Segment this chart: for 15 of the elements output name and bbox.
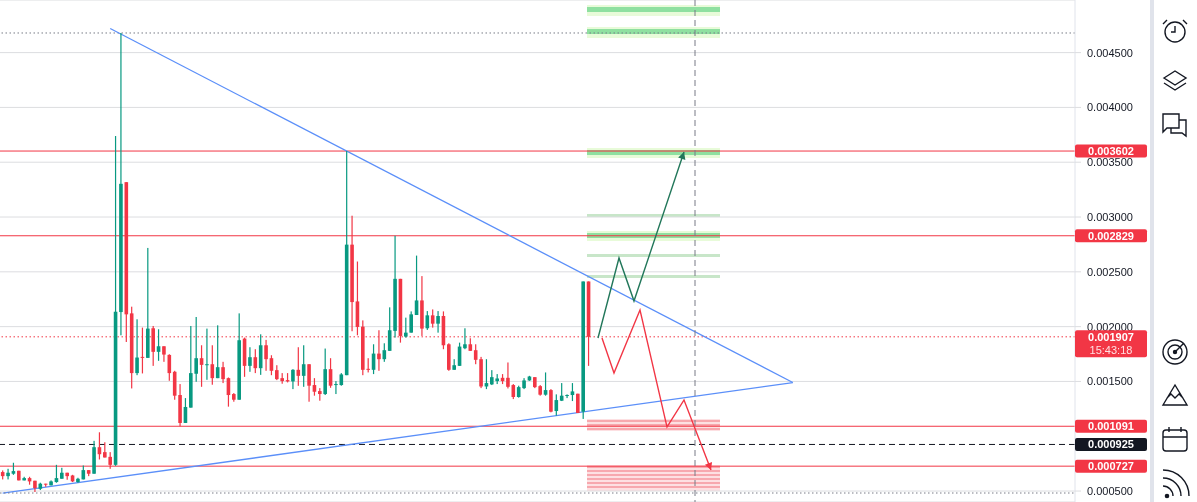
ref-line-label: 0.001091	[1088, 420, 1134, 433]
ref-line-label: 0.000727	[1088, 460, 1134, 473]
ref-line-label: 0.001907	[1088, 330, 1134, 343]
text: 15:43:18	[1089, 343, 1133, 356]
ref-line-label: 0.000925	[1088, 438, 1134, 451]
y-tick-label: 0.000500	[1087, 484, 1133, 497]
ref-line-label: 0.003602	[1088, 145, 1134, 158]
y-tick-label: 0.003500	[1087, 156, 1133, 169]
y-tick-label: 0.002000	[1087, 320, 1133, 333]
y-tick-label: 0.003000	[1087, 210, 1133, 223]
y-tick-label: 0.004000	[1087, 101, 1133, 114]
ref-line-label: 0.002829	[1088, 229, 1134, 242]
y-tick-label: 0.002500	[1087, 265, 1133, 278]
y-tick-label: 0.001500	[1087, 375, 1133, 388]
y-tick-label: 0.004500	[1087, 46, 1133, 59]
